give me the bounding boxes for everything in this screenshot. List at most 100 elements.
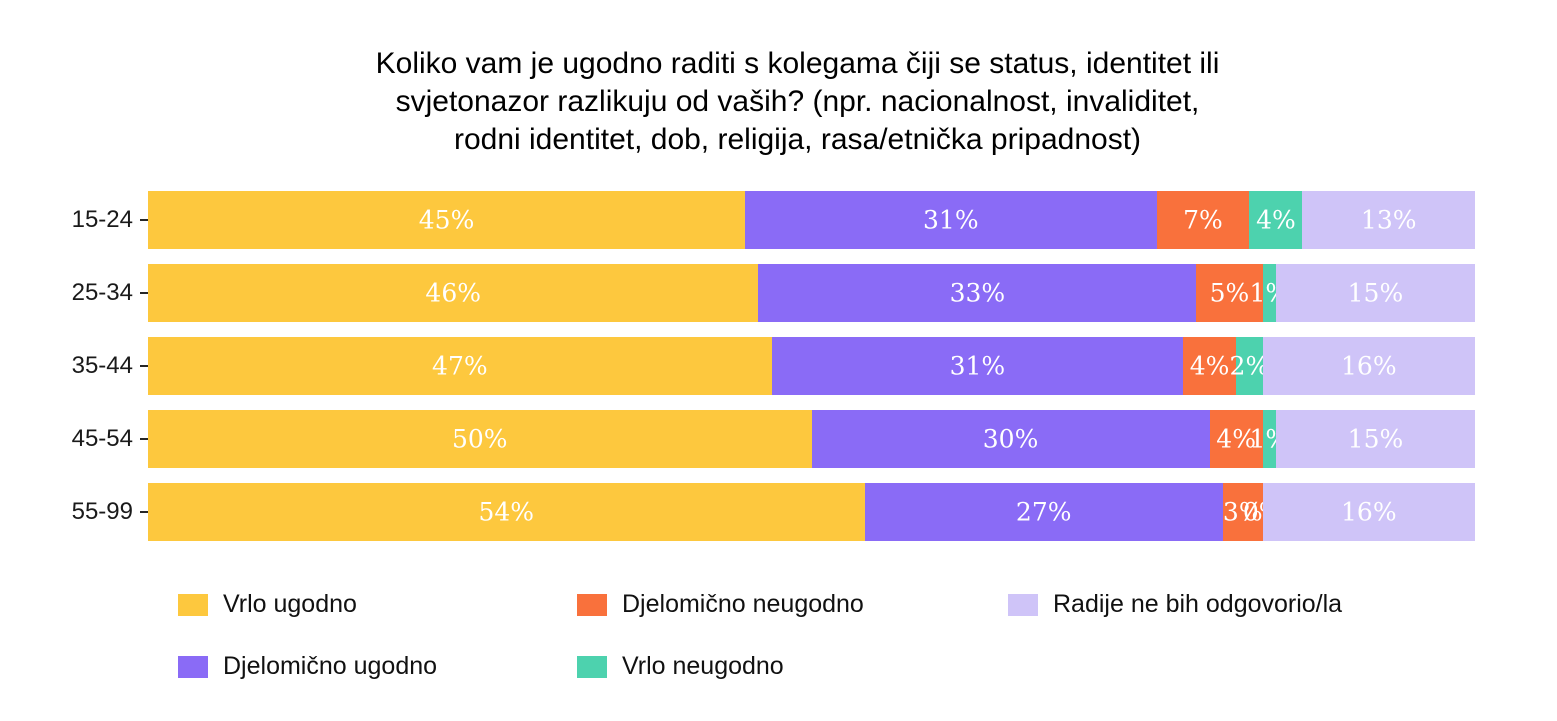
segment-value-suffix: % [1238,497,1263,527]
segment-value-label: 13% [1361,206,1417,235]
segment-value-suffix: % [1372,497,1397,527]
segment-value-label: 50% [452,425,508,454]
segment-value-label: 47% [432,352,488,381]
legend-item: Radije ne bih odgovorio/la [1008,590,1342,619]
segment-value-suffix: % [1372,351,1397,381]
segment-value-label: 45% [419,206,475,235]
segment-value: 50 [451,424,484,454]
segment-value-label: 31% [923,206,979,235]
segment-value-suffix: % [1014,424,1039,454]
bar-segment: 33% [758,264,1197,322]
segment-value-suffix: % [1379,424,1404,454]
segment-value-suffix: % [483,424,508,454]
bar-segment: 46% [148,264,759,322]
y-axis-tick [140,219,148,221]
legend-swatch [577,593,607,616]
segment-value-suffix: % [1225,278,1250,308]
y-axis-tick [140,511,148,513]
segment-value-label: 46% [425,279,481,308]
bar-segment: 16% [1262,337,1475,395]
segment-value-label: 7% [1183,206,1223,235]
segment-value-suffix: % [510,497,535,527]
segment-value: 30 [982,424,1015,454]
segment-value: 1 [1249,424,1266,454]
legend-item: Djelomično neugodno [577,590,1008,619]
segment-value-suffix: % [1047,497,1072,527]
bar-segment: 47% [148,337,772,395]
segment-value-suffix: % [1205,351,1230,381]
segment-value-suffix: % [1271,205,1296,235]
legend-swatch [178,655,208,678]
segment-value: 0 [1242,497,1259,527]
segment-value-label: 4% [1256,206,1296,235]
stacked-bar: 50%30%4%1%15% [148,410,1475,468]
segment-value: 13 [1360,205,1393,235]
segment-value: 31 [949,351,982,381]
segment-value: 47 [432,351,464,381]
legend-item: Vrlo ugodno [178,590,577,619]
segment-value-suffix: % [981,278,1006,308]
bar-segment: 5% [1196,264,1263,322]
segment-value: 4 [1189,351,1206,381]
segment-value: 16 [1341,351,1373,381]
stacked-bar: 45% 31% 7% 4% 13% [148,191,1475,249]
segment-value: 16 [1341,497,1373,527]
bar-segment: 3% [1222,483,1263,541]
bar-segment: 16% [1262,483,1475,541]
bar-segment: 1% [1249,264,1289,322]
y-axis-label: 15-24 [71,206,133,233]
segment-value-suffix: % [450,205,475,235]
legend-label: Djelomično neugodno [622,590,864,618]
bar-segment: 31% [745,191,1157,249]
bar-segment: 7% [1156,191,1250,249]
y-axis-label: 45-54 [71,425,133,452]
segment-value: 31 [923,205,955,235]
bar-segment: 15% [1275,410,1475,468]
stacked-bar: 47% 31% 4% 2% 16% [148,337,1475,395]
segment-value: 46 [425,278,458,308]
stacked-bar: 54%27%3%0%16% [148,483,1475,541]
bar-segment: 45% [148,191,746,249]
y-axis-label-cell: 25-34 [0,264,148,322]
segment-value: 15 [1347,424,1380,454]
bar-segment: 50% [148,410,812,468]
segment-value-suffix: % [463,351,488,381]
segment-value: 33 [949,278,982,308]
bar-segment: 30% [811,410,1210,468]
bar-row-15-24: 15-24 45% 31% 7% 4% 13% [0,191,1475,249]
segment-value-suffix: % [1232,424,1256,454]
segment-value-label: 4% [1190,352,1230,381]
segment-value: 45 [418,205,451,235]
legend-swatch [178,593,208,616]
bar-segment: 4% [1249,191,1303,249]
y-axis-label-cell: 35-44 [0,337,148,395]
segment-value-label: 31% [950,352,1006,381]
segment-value: 7 [1183,205,1200,235]
bar-segment: 27% [864,483,1223,541]
legend-label: Vrlo neugodno [622,652,784,680]
segment-value: 4 [1216,424,1233,454]
bar-segment: 31% [771,337,1184,395]
legend-item: Djelomično ugodno [178,652,577,681]
bar-row-35-44: 35-44 47% 31% 4% 2% 16% [0,337,1475,395]
bar-segment: 15% [1275,264,1475,322]
y-axis-tick [140,365,148,367]
bar-segment: 1% [1249,410,1289,468]
segment-value-label: 16% [1341,352,1397,381]
segment-value-label: 3% [1223,498,1263,527]
segment-value: 1 [1249,278,1266,308]
segment-value-label: 15% [1348,425,1404,454]
bar-segment: 54% [148,483,865,541]
y-axis-label-cell: 55-99 [0,483,148,541]
segment-value-suffix: % [1379,278,1404,308]
y-axis-label-cell: 45-54 [0,410,148,468]
stacked-bar: 46%33%5%1%15% [148,264,1475,322]
segment-value-suffix: % [457,278,481,308]
segment-value: 3 [1222,497,1239,527]
legend-swatch [1008,593,1038,616]
legend-label: Radije ne bih odgovorio/la [1053,590,1343,618]
segment-value-suffix: % [954,205,979,235]
